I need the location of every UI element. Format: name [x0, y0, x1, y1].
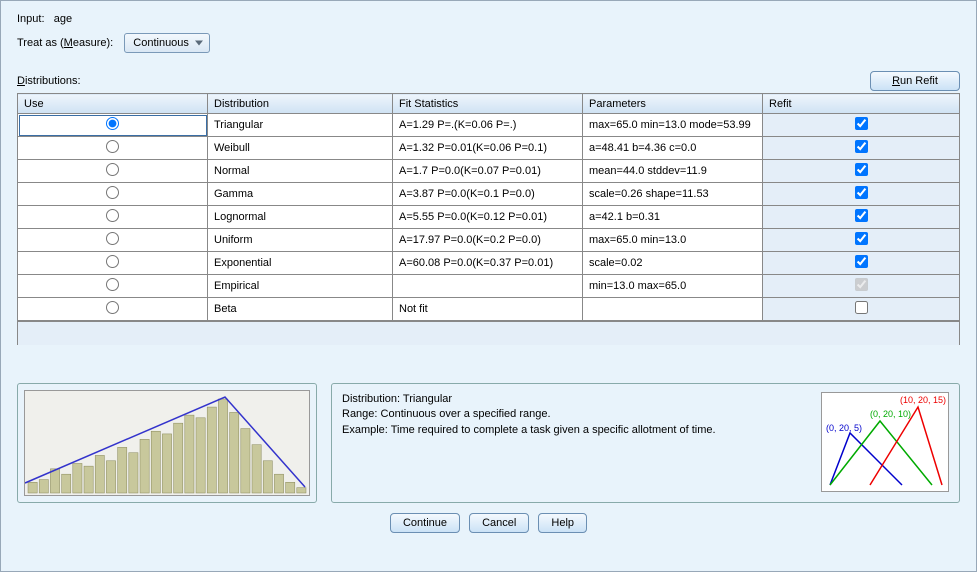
- col-refit: Refit: [763, 94, 960, 114]
- params-cell: [583, 298, 763, 321]
- distributions-table: Use Distribution Fit Statistics Paramete…: [17, 93, 960, 321]
- use-radio[interactable]: [106, 140, 119, 153]
- distributions-label: Distributions:: [17, 75, 81, 87]
- use-radio[interactable]: [106, 255, 119, 268]
- fit-cell: Not fit: [393, 298, 583, 321]
- continue-button[interactable]: Continue: [390, 513, 460, 533]
- treat-as-row: Treat as (Measure): Continuous: [17, 33, 960, 53]
- table-row: LognormalA=5.55 P=0.0(K=0.12 P=0.01)a=42…: [18, 206, 960, 229]
- fit-cell: A=17.97 P=0.0(K=0.2 P=0.0): [393, 229, 583, 252]
- table-row: ExponentialA=60.08 P=0.0(K=0.37 P=0.01)s…: [18, 252, 960, 275]
- table-row: Empirical min=13.0 max=65.0: [18, 275, 960, 298]
- table-row: WeibullA=1.32 P=0.01(K=0.06 P=0.1)a=48.4…: [18, 137, 960, 160]
- dist-cell: Normal: [208, 160, 393, 183]
- col-dist: Distribution: [208, 94, 393, 114]
- table-row: NormalA=1.7 P=0.0(K=0.07 P=0.01)mean=44.…: [18, 160, 960, 183]
- input-label: Input:: [17, 13, 45, 25]
- distribution-dialog: { "input": { "label": "Input:", "value":…: [0, 0, 977, 572]
- refit-checkbox[interactable]: [855, 163, 868, 176]
- col-fit: Fit Statistics: [393, 94, 583, 114]
- treat-as-label: Treat as (Measure):: [17, 37, 113, 49]
- tri-label-a: (0, 20, 5): [826, 423, 862, 433]
- table-row: UniformA=17.97 P=0.0(K=0.2 P=0.0)max=65.…: [18, 229, 960, 252]
- fit-cell: A=3.87 P=0.0(K=0.1 P=0.0): [393, 183, 583, 206]
- refit-checkbox[interactable]: [855, 278, 868, 291]
- desc-line-2: Range: Continuous over a specified range…: [342, 407, 811, 422]
- input-row: Input: age: [17, 13, 960, 25]
- table-row: BetaNot fit: [18, 298, 960, 321]
- run-refit-button[interactable]: Run Refit: [870, 71, 960, 91]
- tri-label-b: (0, 20, 10): [870, 409, 911, 419]
- col-params: Parameters: [583, 94, 763, 114]
- dist-cell: Lognormal: [208, 206, 393, 229]
- use-radio[interactable]: [106, 209, 119, 222]
- dialog-button-row: Continue Cancel Help: [17, 513, 960, 533]
- use-radio[interactable]: [106, 278, 119, 291]
- dist-cell: Gamma: [208, 183, 393, 206]
- dist-cell: Empirical: [208, 275, 393, 298]
- dist-cell: Triangular: [208, 114, 393, 137]
- params-cell: scale=0.02: [583, 252, 763, 275]
- use-radio[interactable]: [106, 232, 119, 245]
- use-radio[interactable]: [106, 186, 119, 199]
- measure-combobox[interactable]: Continuous: [124, 33, 210, 53]
- dist-cell: Exponential: [208, 252, 393, 275]
- refit-checkbox[interactable]: [855, 232, 868, 245]
- cancel-button[interactable]: Cancel: [469, 513, 529, 533]
- use-radio[interactable]: [106, 163, 119, 176]
- description-panel: Distribution: Triangular Range: Continuo…: [331, 383, 960, 503]
- use-radio[interactable]: [106, 117, 119, 130]
- fit-cell: [393, 275, 583, 298]
- params-cell: a=42.1 b=0.31: [583, 206, 763, 229]
- dist-cell: Beta: [208, 298, 393, 321]
- refit-checkbox[interactable]: [855, 186, 868, 199]
- refit-checkbox[interactable]: [855, 117, 868, 130]
- fit-cell: A=60.08 P=0.0(K=0.37 P=0.01): [393, 252, 583, 275]
- params-cell: scale=0.26 shape=11.53: [583, 183, 763, 206]
- dist-cell: Weibull: [208, 137, 393, 160]
- fit-cell: A=5.55 P=0.0(K=0.12 P=0.01): [393, 206, 583, 229]
- histogram-panel: [17, 383, 317, 503]
- triangular-diagram: (10, 20, 15) (0, 20, 10) (0, 20, 5): [821, 392, 949, 492]
- params-cell: min=13.0 max=65.0: [583, 275, 763, 298]
- col-use: Use: [18, 94, 208, 114]
- refit-checkbox[interactable]: [855, 140, 868, 153]
- measure-combobox-value: Continuous: [133, 37, 189, 49]
- table-row: TriangularA=1.29 P=.(K=0.06 P=.)max=65.0…: [18, 114, 960, 137]
- params-cell: a=48.41 b=4.36 c=0.0: [583, 137, 763, 160]
- help-button[interactable]: Help: [538, 513, 587, 533]
- refit-checkbox[interactable]: [855, 301, 868, 314]
- fit-cell: A=1.29 P=.(K=0.06 P=.): [393, 114, 583, 137]
- table-header-row: Use Distribution Fit Statistics Paramete…: [18, 94, 960, 114]
- input-value: age: [54, 13, 72, 25]
- params-cell: max=65.0 min=13.0: [583, 229, 763, 252]
- bottom-area: Distribution: Triangular Range: Continuo…: [17, 383, 960, 503]
- histogram-chart: [24, 390, 310, 496]
- table-row: GammaA=3.87 P=0.0(K=0.1 P=0.0)scale=0.26…: [18, 183, 960, 206]
- refit-checkbox[interactable]: [855, 209, 868, 222]
- params-cell: max=65.0 min=13.0 mode=53.99: [583, 114, 763, 137]
- desc-line-3: Example: Time required to complete a tas…: [342, 423, 811, 438]
- params-cell: mean=44.0 stddev=11.9: [583, 160, 763, 183]
- desc-line-1: Distribution: Triangular: [342, 392, 811, 407]
- description-text: Distribution: Triangular Range: Continuo…: [342, 392, 811, 494]
- use-radio[interactable]: [106, 301, 119, 314]
- tri-label-c: (10, 20, 15): [900, 395, 946, 405]
- refit-checkbox[interactable]: [855, 255, 868, 268]
- fit-cell: A=1.7 P=0.0(K=0.07 P=0.01): [393, 160, 583, 183]
- dist-cell: Uniform: [208, 229, 393, 252]
- table-footer-spacer: [17, 321, 960, 345]
- fit-cell: A=1.32 P=0.01(K=0.06 P=0.1): [393, 137, 583, 160]
